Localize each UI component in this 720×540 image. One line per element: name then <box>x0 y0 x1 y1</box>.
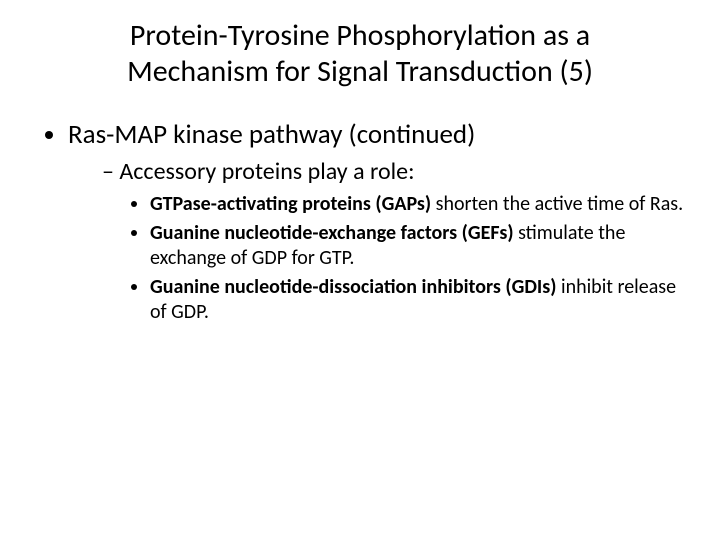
lvl3-bold: Guanine nucleotide-exchange factors (GEF… <box>150 221 514 245</box>
bullet-list-level-1: Ras-MAP kinase pathway (continued) Acces… <box>30 118 690 325</box>
list-item: Guanine nucleotide-dissociation inhibito… <box>150 275 690 325</box>
title-line-2: Mechanism for Signal Transduction (5) <box>127 53 593 90</box>
slide-title: Protein-Tyrosine Phosphorylation as a Me… <box>70 18 650 90</box>
title-line-1: Protein-Tyrosine Phosphorylation as a <box>130 17 590 54</box>
list-item: Ras-MAP kinase pathway (continued) Acces… <box>68 118 690 325</box>
lvl2-text: Accessory proteins play a role: <box>119 157 414 186</box>
list-item: Guanine nucleotide-exchange factors (GEF… <box>150 221 690 271</box>
list-item: GTPase-activating proteins (GAPs) shorte… <box>150 192 690 217</box>
bullet-list-level-3: GTPase-activating proteins (GAPs) shorte… <box>102 192 690 325</box>
slide-container: Protein-Tyrosine Phosphorylation as a Me… <box>0 0 720 540</box>
lvl1-text: Ras-MAP kinase pathway (continued) <box>68 118 475 151</box>
lvl3-bold: GTPase-activating proteins (GAPs) <box>150 192 431 216</box>
lvl3-bold: Guanine nucleotide-dissociation inhibito… <box>150 275 556 299</box>
lvl3-rest: shorten the active time of Ras. <box>431 192 683 216</box>
list-item: Accessory proteins play a role: GTPase-a… <box>102 157 690 325</box>
bullet-list-level-2: Accessory proteins play a role: GTPase-a… <box>68 157 690 325</box>
